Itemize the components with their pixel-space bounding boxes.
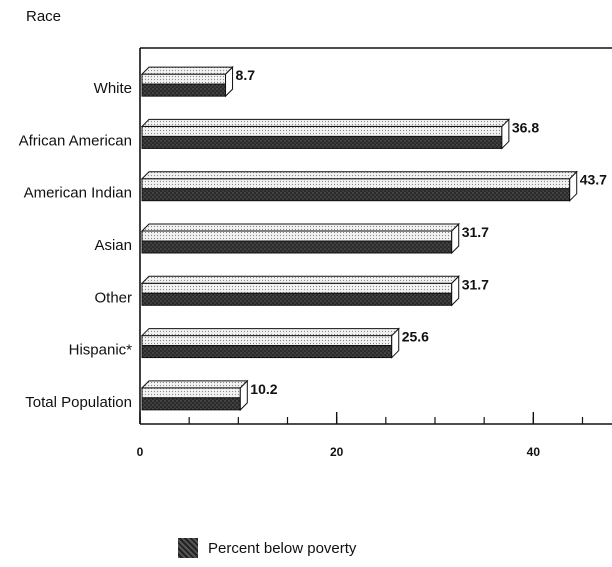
bar-cap — [140, 223, 460, 232]
bar-top — [141, 387, 241, 399]
category-label: African American — [19, 132, 132, 149]
x-tick-label: 20 — [330, 445, 344, 459]
bar-top — [141, 178, 571, 190]
category-label: American Indian — [24, 185, 132, 202]
x-tick-label: 40 — [527, 445, 541, 459]
bar — [141, 292, 453, 306]
category-label: White — [94, 80, 132, 97]
bar — [141, 188, 571, 202]
data-label: 10.2 — [250, 381, 277, 397]
data-label: 36.8 — [512, 119, 539, 135]
category-label: Other — [94, 289, 132, 306]
bar-cap — [140, 171, 578, 180]
category-label: Hispanic* — [69, 342, 133, 359]
bar — [141, 345, 393, 359]
data-label: 31.7 — [462, 276, 489, 292]
category-label: Asian — [94, 237, 132, 254]
bar-cap — [140, 118, 511, 127]
bar-top — [141, 230, 453, 242]
bar-top — [141, 282, 453, 294]
legend-swatch — [178, 538, 198, 558]
bar-cap — [140, 275, 460, 284]
chart-plot: 0 20 40 8.7 White 36.8 African American 43.7 Ame… — [19, 47, 612, 459]
bar-top — [141, 335, 393, 347]
legend: Percent below poverty — [178, 538, 356, 558]
data-label: 31.7 — [462, 224, 489, 240]
bar — [141, 397, 241, 411]
bar-cap — [140, 380, 249, 389]
x-tick-label: 0 — [137, 445, 144, 459]
bar — [141, 240, 453, 254]
bar-cap — [140, 328, 400, 337]
data-label: 8.7 — [236, 67, 256, 83]
legend-label: Percent below poverty — [208, 539, 357, 557]
bar — [141, 83, 227, 97]
bar-cap — [140, 66, 234, 75]
data-label: 25.6 — [402, 329, 429, 345]
bar — [141, 135, 503, 149]
category-label: Total Population — [25, 394, 132, 411]
bar-top — [141, 73, 227, 85]
y-axis-title: Race — [26, 8, 62, 25]
data-label: 43.7 — [580, 172, 607, 188]
bar-top — [141, 125, 503, 137]
